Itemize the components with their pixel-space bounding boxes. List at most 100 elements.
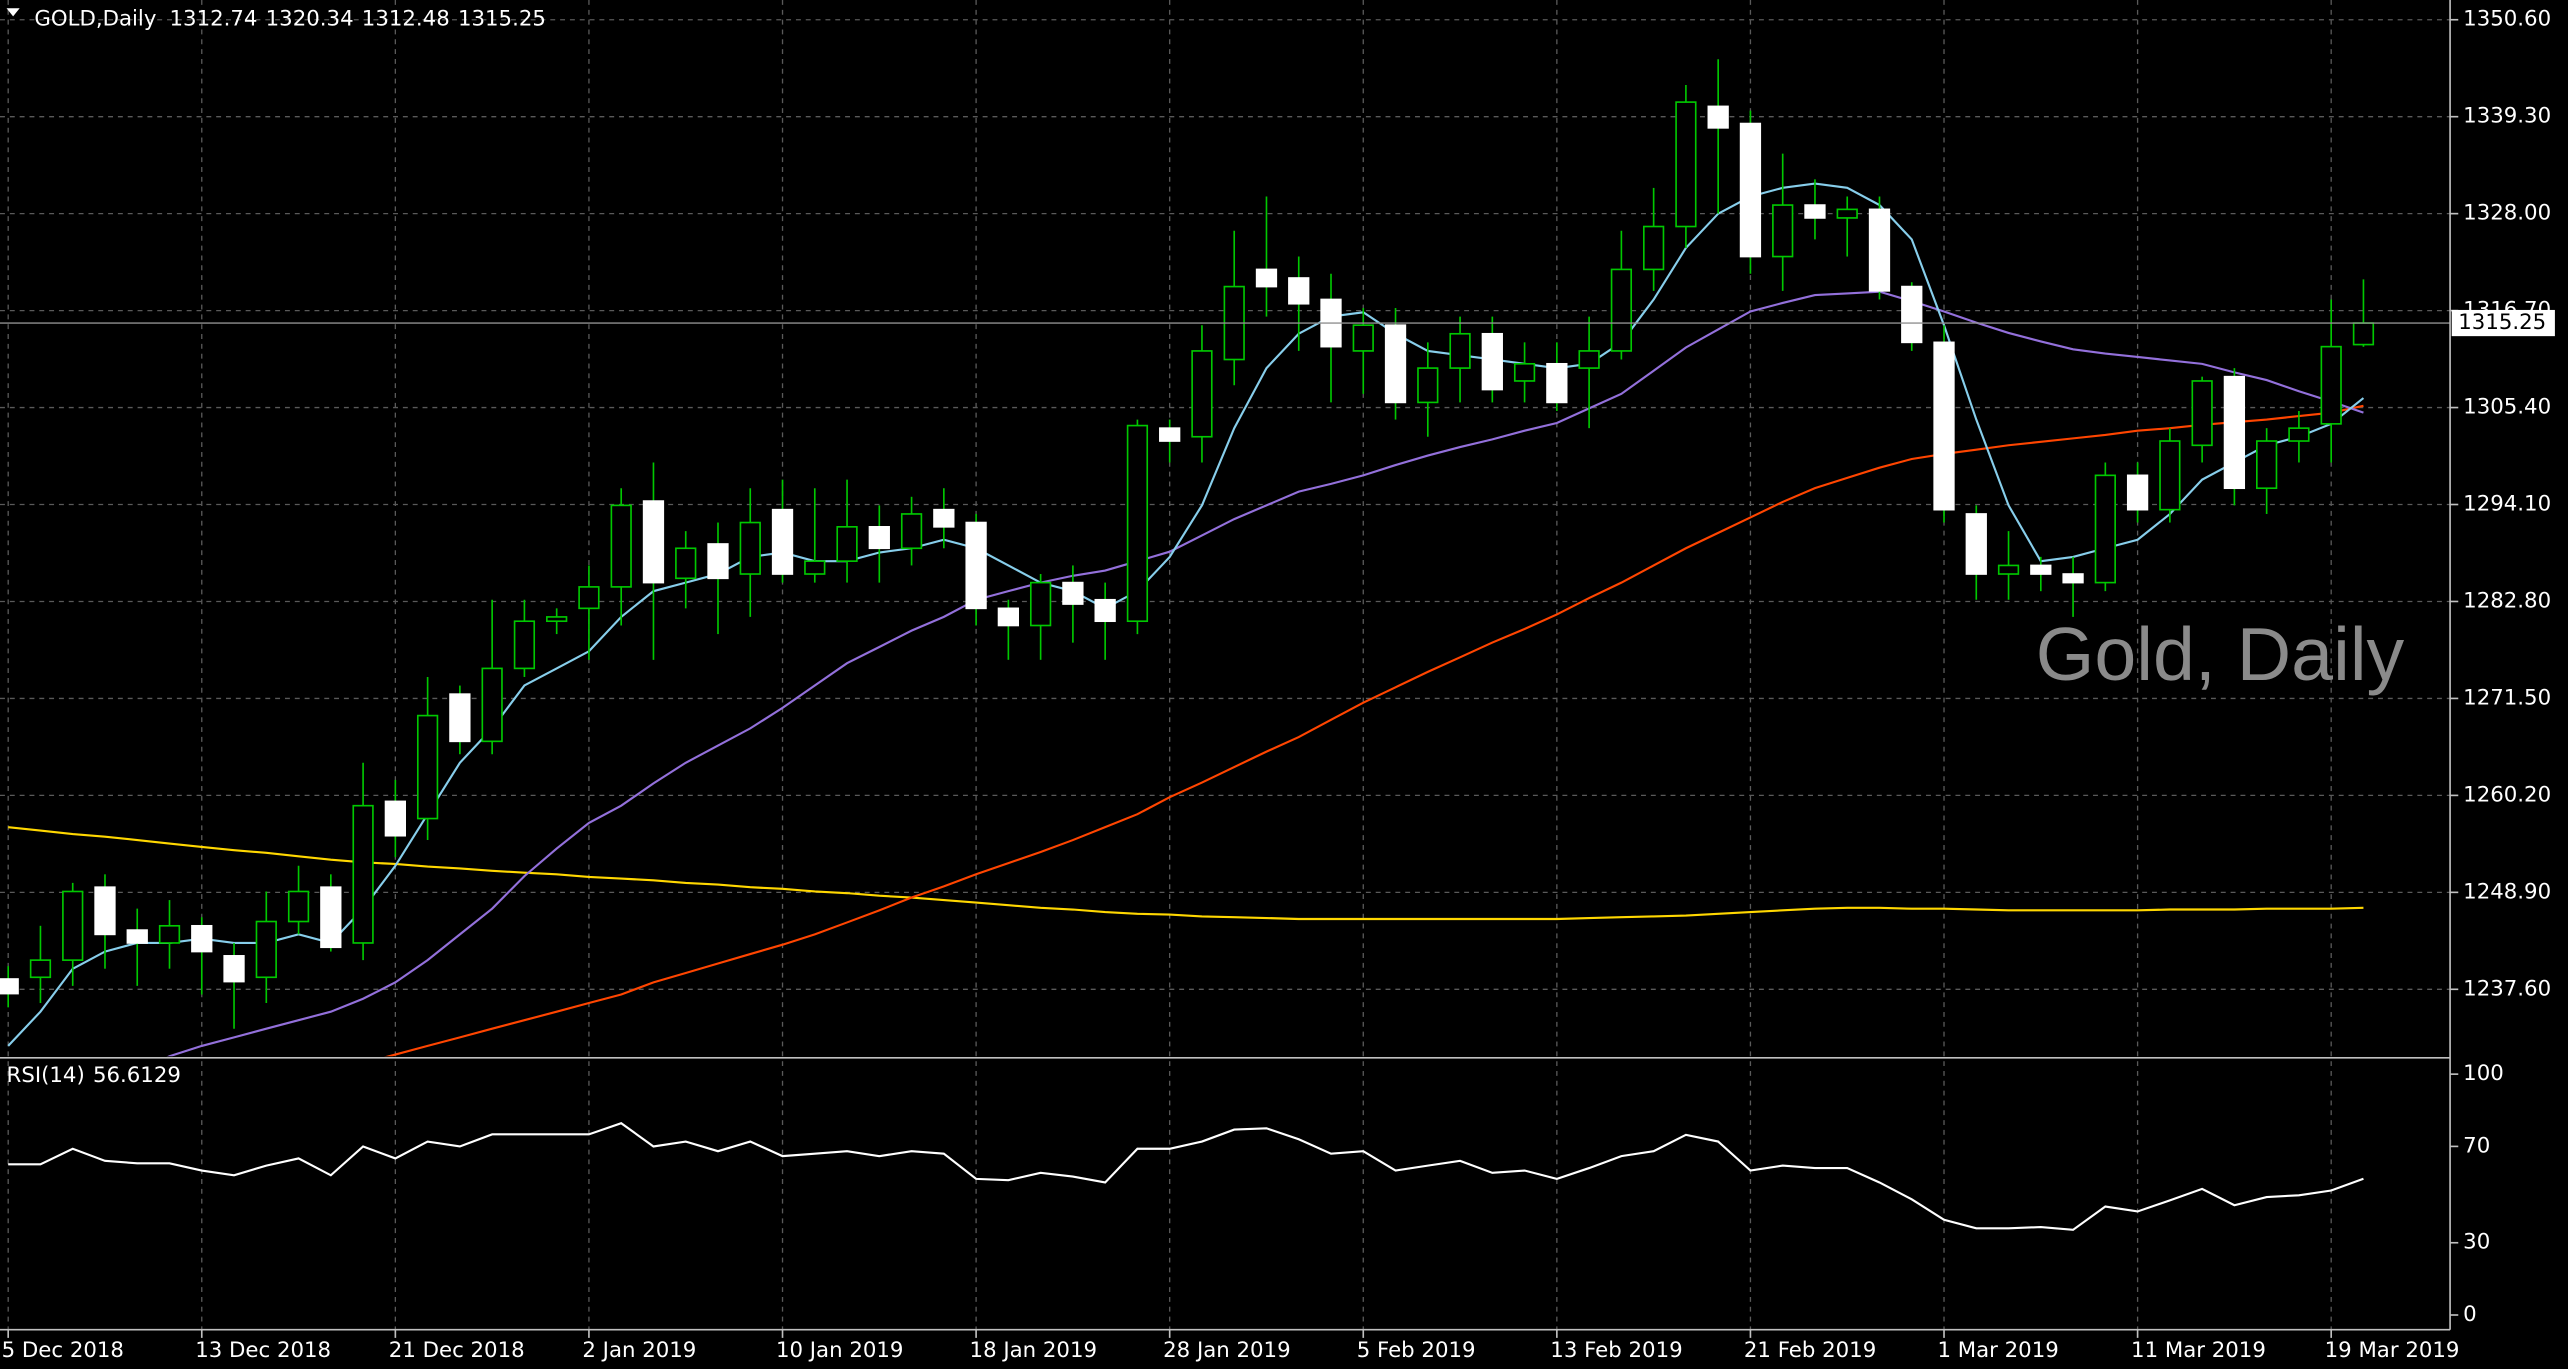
- candle-body: [449, 693, 471, 743]
- y-tick-label: 1237.60: [2463, 976, 2551, 1001]
- candle-body: [1675, 101, 1697, 228]
- candle-body: [771, 508, 794, 575]
- moving-average: [167, 290, 2364, 1057]
- candle-body: [255, 920, 277, 979]
- x-tick-label: 13 Dec 2018: [195, 1338, 331, 1363]
- rsi-line: [8, 1122, 2364, 1231]
- candle-body: [1739, 122, 1762, 258]
- candle-body: [1546, 362, 1568, 404]
- candle-body: [384, 800, 406, 837]
- candle-body: [1062, 581, 1084, 605]
- x-tick-label: 18 Jan 2019: [970, 1338, 1097, 1363]
- chart-header: GOLD,Daily 1312.74 1320.34 1312.48 1315.25: [34, 7, 546, 32]
- moving-average: [384, 404, 2364, 1057]
- candle-body: [2191, 380, 2213, 447]
- candle-body: [1481, 332, 1503, 391]
- candle-body: [1772, 204, 1794, 258]
- candle-body: [1513, 362, 1536, 382]
- x-tick-label: 2 Jan 2019: [582, 1338, 696, 1363]
- high-value: 1320.34: [266, 7, 354, 32]
- candle-body: [578, 586, 600, 610]
- x-tick-label: 1 Mar 2019: [1937, 1338, 2058, 1363]
- candle-body: [1126, 424, 1149, 623]
- candle-body: [1449, 332, 1471, 369]
- y-tick-label: 1271.50: [2463, 685, 2551, 710]
- candle-body: [868, 526, 890, 550]
- y-tick-label: 70: [2463, 1133, 2490, 1158]
- candle-body: [191, 924, 213, 953]
- candle-body: [1965, 513, 1987, 575]
- symbol: GOLD,Daily: [34, 7, 156, 32]
- axes: 1350.601339.301328.001316.701305.401294.…: [2, 7, 2555, 1363]
- candle-body: [610, 504, 632, 588]
- rsi-value: 56.6129: [93, 1063, 181, 1088]
- moving-average: [7, 182, 2365, 1047]
- candle-body: [707, 543, 729, 580]
- candle-body: [1578, 350, 1600, 369]
- candle-body: [29, 959, 52, 979]
- open-value: 1312.74: [170, 7, 258, 32]
- candle-body: [2094, 474, 2116, 584]
- candle-body: [1029, 581, 1052, 627]
- candle-body: [62, 890, 84, 961]
- candle-body: [1288, 277, 1310, 305]
- x-tick-label: 5 Dec 2018: [2, 1338, 124, 1363]
- low-value: 1312.48: [362, 7, 450, 32]
- candle-body: [1642, 225, 1665, 271]
- candle-body: [2320, 345, 2342, 425]
- candle-body: [997, 607, 1020, 627]
- y-tick-label: 1260.20: [2463, 782, 2551, 807]
- candle-body: [2126, 474, 2149, 511]
- y-tick-label: 0: [2463, 1302, 2477, 1327]
- y-tick-label: 1328.00: [2463, 201, 2551, 226]
- candle-body: [739, 521, 761, 575]
- moving-average: [8, 826, 2364, 921]
- x-tick-label: 19 Mar 2019: [2325, 1338, 2460, 1363]
- candle-body: [513, 620, 536, 670]
- candle-body: [836, 526, 858, 562]
- x-tick-label: 21 Feb 2019: [1744, 1338, 1876, 1363]
- price-box: [2451, 309, 2555, 337]
- x-tick-label: 13 Feb 2019: [1550, 1338, 1682, 1363]
- candle-body: [1997, 564, 2020, 575]
- candle-body: [223, 955, 245, 983]
- candle-body: [1352, 324, 1374, 352]
- y-tick-label: 1350.60: [2463, 7, 2551, 32]
- rsi-panel: [7, 1061, 2364, 1330]
- watermark: Gold, Daily: [2036, 612, 2405, 696]
- candle-body: [1417, 367, 1439, 404]
- x-tick-label: 5 Feb 2019: [1357, 1338, 1476, 1363]
- y-tick-label: 1282.80: [2463, 588, 2551, 613]
- candle-body: [158, 924, 181, 944]
- candle-body: [1255, 268, 1278, 288]
- candle-body: [965, 521, 987, 610]
- y-tick-label: 1339.30: [2463, 104, 2551, 129]
- close-value: 1315.25: [458, 7, 546, 32]
- candle-body: [675, 547, 697, 580]
- candle-body: [1804, 204, 1826, 219]
- x-tick-label: 21 Dec 2018: [389, 1338, 525, 1363]
- y-tick-label: 1305.40: [2463, 395, 2551, 420]
- candle-body: [1901, 285, 1923, 344]
- candle-body: [2352, 322, 2375, 346]
- candle-body: [1868, 208, 1891, 292]
- candle-body: [2062, 573, 2084, 584]
- candle-body: [804, 560, 826, 575]
- rsi-title: RSI(14): [7, 1063, 85, 1088]
- candle-body: [1384, 324, 1407, 404]
- y-tick-label: 100: [2463, 1061, 2504, 1086]
- candle-body: [1094, 598, 1116, 623]
- header-icon: [6, 8, 20, 17]
- candle-body: [1933, 341, 1955, 511]
- candle-body: [320, 886, 342, 949]
- candle-body: [2223, 375, 2246, 490]
- candle-body: [0, 978, 19, 995]
- y-tick-label: 30: [2463, 1230, 2490, 1255]
- candle-body: [1610, 268, 1633, 352]
- candle-body: [481, 667, 503, 743]
- candle-body: [1191, 350, 1213, 438]
- x-tick-label: 11 Mar 2019: [2131, 1338, 2266, 1363]
- candle-body: [900, 513, 923, 550]
- y-tick-label: 1294.10: [2463, 492, 2551, 517]
